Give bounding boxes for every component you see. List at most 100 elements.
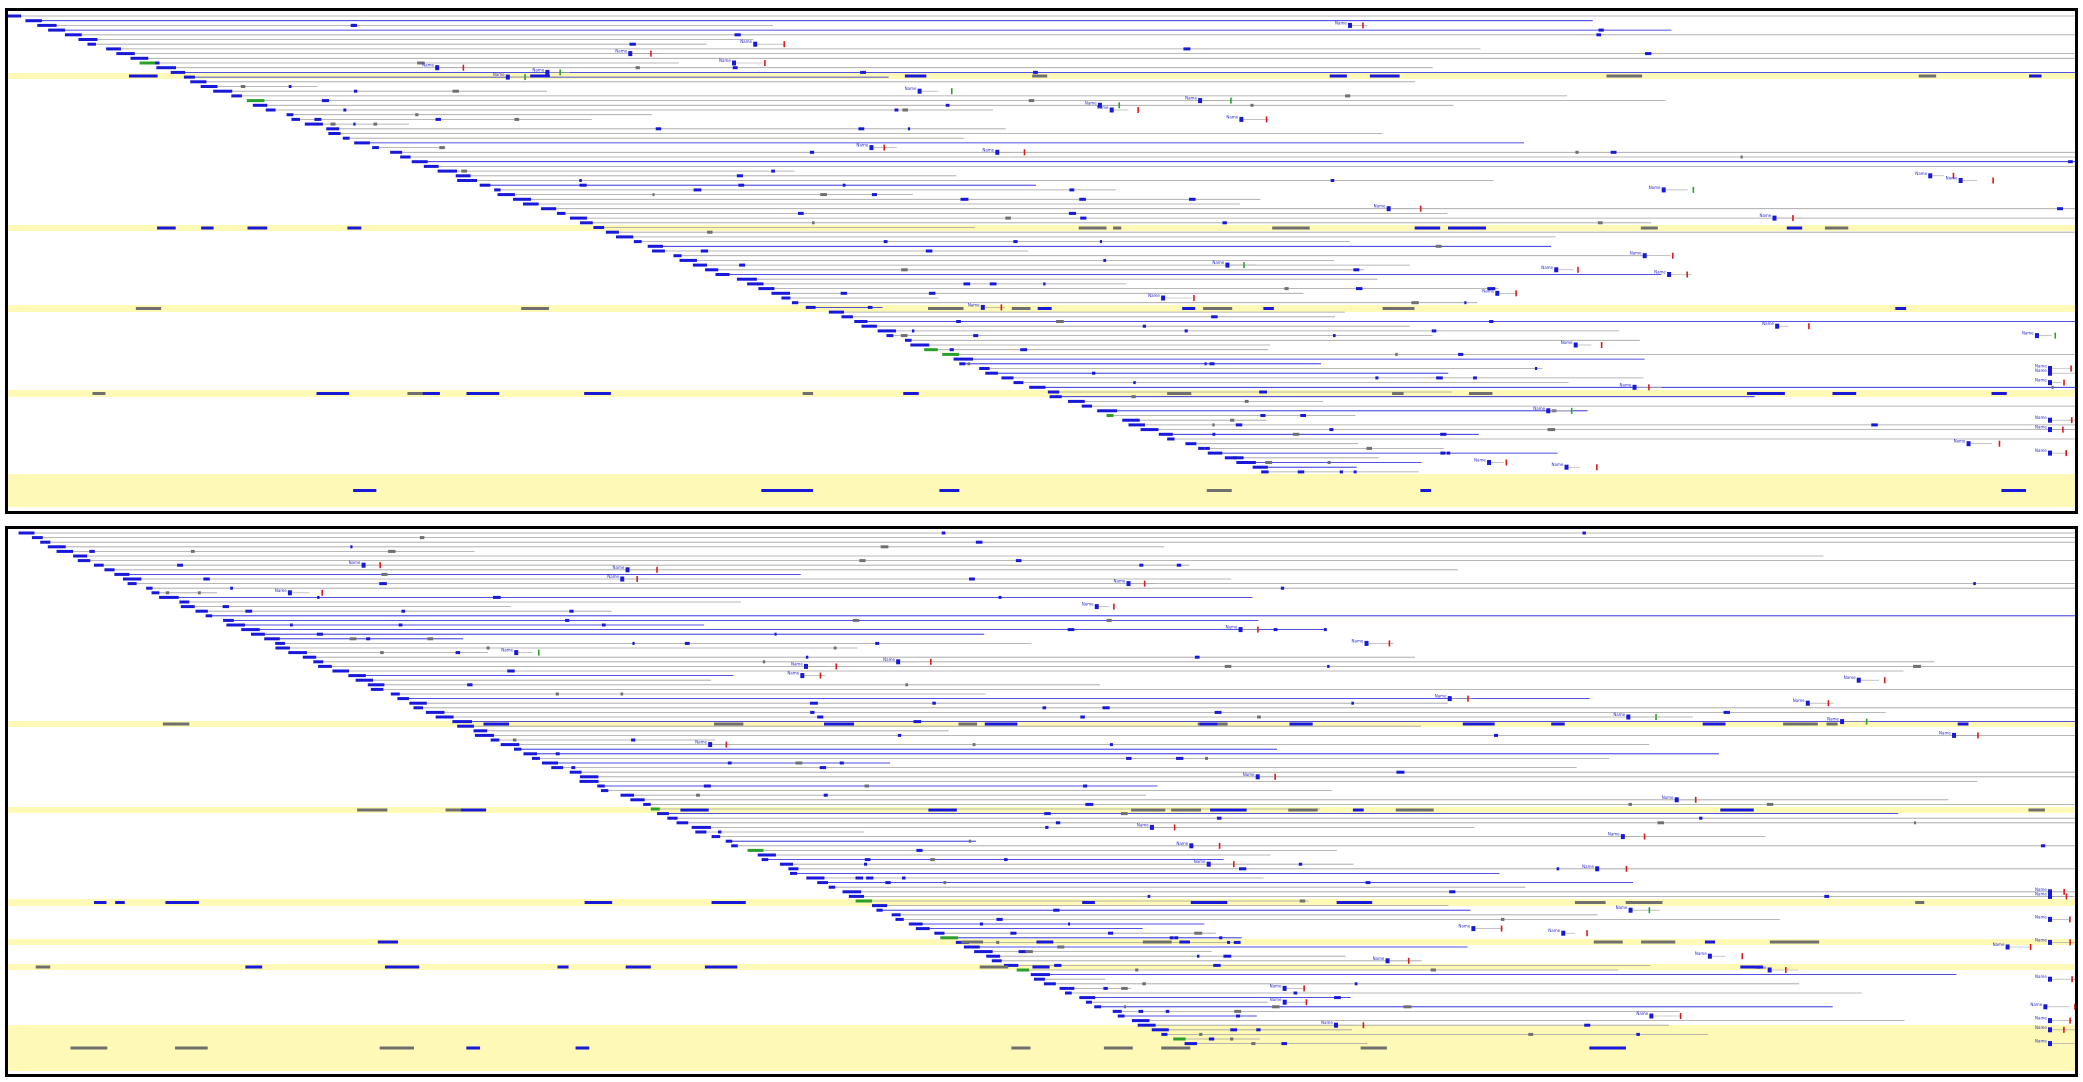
marker-block (900, 334, 908, 338)
marker-block (366, 637, 371, 641)
end-marker (1865, 718, 1868, 725)
start-block (1140, 428, 1159, 432)
start-block (861, 324, 877, 328)
start-block (409, 701, 427, 705)
label-block (1198, 98, 1203, 104)
end-marker (950, 88, 953, 95)
band-block (625, 965, 651, 969)
marker-block (762, 660, 766, 664)
end-marker (1596, 464, 1598, 471)
start-block (411, 160, 428, 164)
marker-block (222, 605, 229, 609)
end-marker (725, 741, 728, 748)
marker-block (956, 320, 961, 323)
start-block (452, 720, 473, 724)
marker-block (1356, 287, 1363, 291)
highlight-row (8, 1025, 2075, 1071)
end-marker (379, 562, 381, 569)
end-marker (537, 649, 540, 656)
marker-block (1126, 756, 1132, 760)
marker-block (864, 858, 871, 862)
marker-block (492, 595, 501, 599)
marker-block (579, 183, 587, 187)
start-block (473, 729, 488, 733)
start-block (541, 761, 559, 765)
marker-block (1582, 531, 1586, 535)
band-block (377, 940, 399, 944)
track-label: Name (1616, 905, 1628, 910)
marker-block (1212, 423, 1215, 427)
start-block (551, 766, 564, 770)
band-block (1606, 74, 1643, 78)
marker-block (415, 113, 419, 117)
marker-block (1327, 461, 1331, 464)
marker-block (571, 766, 576, 770)
marker-block (1142, 982, 1146, 986)
band-block (1206, 489, 1232, 492)
start-block (286, 113, 294, 117)
track-label: Name (275, 588, 287, 593)
start-block (190, 80, 207, 84)
band-block (128, 74, 158, 78)
end-marker (1118, 102, 1121, 109)
marker-block (1250, 103, 1254, 107)
highlight-bands (8, 73, 2075, 507)
label-block (514, 650, 519, 656)
start-block (657, 812, 669, 816)
track-label: Name (2035, 448, 2047, 453)
start-block (246, 99, 265, 103)
label-block (1161, 295, 1166, 301)
track-label: Name (1844, 675, 1856, 680)
marker-block (989, 282, 997, 286)
marker-block (883, 240, 888, 244)
label-block (287, 590, 292, 596)
track-label: Name (2030, 1002, 2042, 1007)
marker-block (1020, 348, 1028, 352)
end-marker (1305, 999, 1308, 1006)
start-block (910, 343, 930, 347)
marker-block (1222, 221, 1227, 225)
start-block (848, 894, 865, 898)
band-block (1991, 392, 2007, 395)
start-block (876, 908, 883, 912)
start-block (597, 784, 605, 788)
marker-block (941, 531, 946, 535)
start-block (25, 19, 42, 23)
track-label: Name (1946, 176, 1958, 181)
marker-block (1211, 315, 1218, 319)
marker-block (930, 858, 935, 862)
label-block (1674, 797, 1679, 803)
start-block (73, 554, 88, 558)
band-block (704, 965, 738, 969)
marker-block (963, 282, 971, 286)
marker-block (655, 127, 662, 131)
marker-block (512, 738, 517, 742)
start-block (390, 150, 403, 154)
marker-block (1824, 894, 1830, 898)
start-block (779, 862, 794, 866)
band-block (379, 1046, 415, 1050)
label-block (2048, 1041, 2052, 1047)
label-block (620, 576, 625, 582)
track-label: Name (787, 671, 799, 676)
end-marker (929, 658, 932, 665)
marker-block (1329, 428, 1334, 432)
end-marker (1570, 407, 1573, 414)
start-block (304, 122, 323, 126)
label-block (1573, 342, 1578, 348)
marker-block (1375, 376, 1379, 380)
band-block (824, 722, 855, 726)
marker-block (1079, 197, 1086, 201)
marker-block (1205, 756, 1209, 760)
marker-block (1435, 244, 1442, 248)
marker-block (812, 221, 815, 225)
marker-block (1411, 301, 1419, 305)
start-block (332, 669, 350, 673)
track-label: Name (2035, 891, 2047, 896)
start-block (731, 844, 738, 848)
start-block (1106, 414, 1114, 417)
marker-block (805, 655, 809, 659)
track-label: Name (615, 49, 627, 54)
start-block (942, 352, 960, 356)
marker-block (858, 127, 865, 131)
